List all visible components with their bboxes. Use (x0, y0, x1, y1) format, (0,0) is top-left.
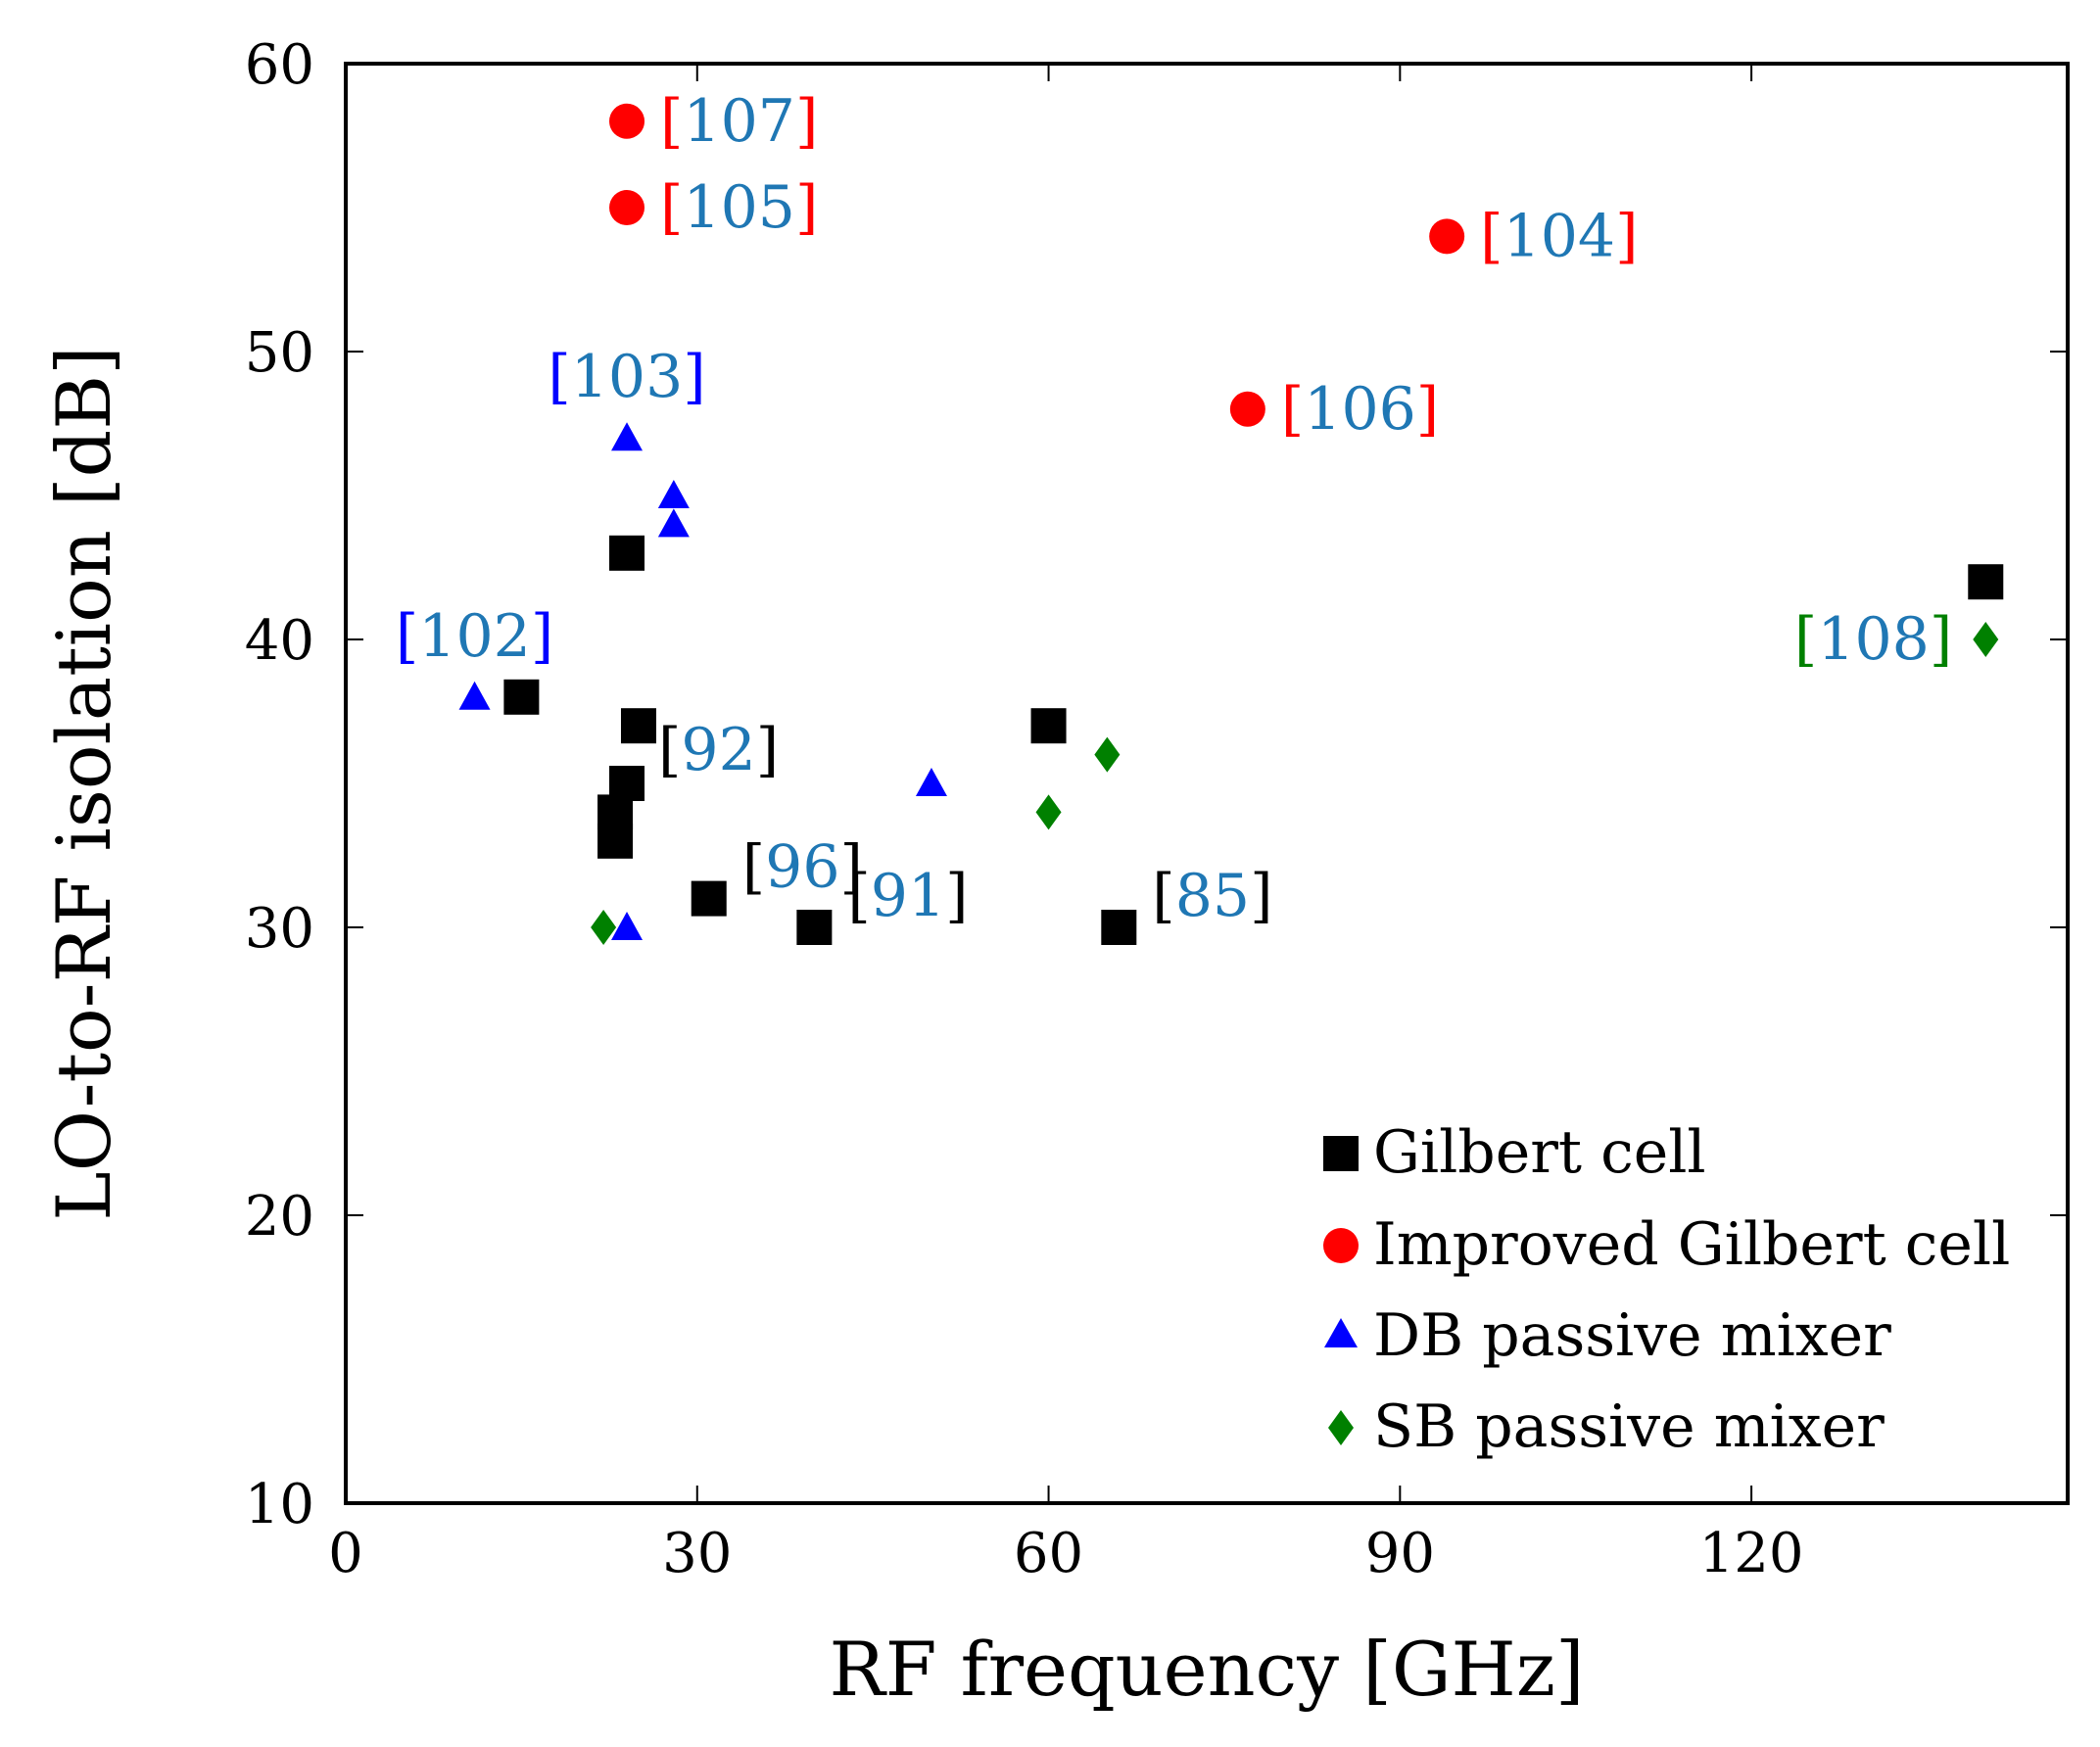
x-tick-label: 120 (1699, 1522, 1804, 1585)
legend-marker-triangle (1324, 1318, 1358, 1347)
gilbert-cell-point (609, 535, 645, 571)
annotation-ref-102: [102] (396, 602, 553, 671)
legend-label-sb: SB passive mixer (1373, 1393, 1885, 1461)
legend-marker-circle (1323, 1228, 1359, 1263)
db-passive-point (611, 912, 644, 940)
legend-item-gilbert: Gilbert cell (1323, 1118, 1706, 1187)
annotation-ref-104: [104] (1480, 202, 1638, 270)
gilbert-cell-point (597, 823, 634, 859)
annotation-ref-107: [107] (660, 87, 818, 156)
legend-item-sb: SB passive mixer (1328, 1393, 1885, 1461)
annotation-ref-105: [105] (660, 173, 818, 242)
y-tick-label: 10 (245, 1473, 314, 1536)
improved-gilbert-point (1229, 391, 1265, 427)
sb-passive-point (1973, 622, 1999, 657)
db-passive-point (458, 681, 491, 710)
gilbert-cell-point (1968, 564, 2004, 600)
db-passive-point (657, 508, 690, 538)
x-tick-label: 0 (328, 1522, 363, 1585)
improved-gilbert-point (609, 103, 645, 139)
db-passive-point (611, 422, 644, 451)
annotations: [107] [105] [104] [106] [103] [102] [92] [96][9… (396, 87, 1952, 930)
legend-label-gilbert: Gilbert cell (1373, 1118, 1706, 1187)
y-axis-title: LO-to-RF isolation [dB] (40, 346, 127, 1221)
sb-passive-point (1035, 794, 1062, 830)
x-tick-label: 60 (1014, 1522, 1083, 1585)
gilbert-cell-point (620, 708, 656, 744)
annotation-ref-106: [106] (1281, 375, 1439, 444)
sb-passive-point (1094, 736, 1121, 773)
annotation-ref-91: [91] (847, 862, 968, 930)
y-tick-label: 50 (245, 321, 314, 385)
gilbert-cell-point (796, 910, 833, 945)
legend-item-improved: Improved Gilbert cell (1323, 1210, 2010, 1279)
x-tick-label: 30 (662, 1522, 732, 1585)
legend-item-db: DB passive mixer (1324, 1301, 1891, 1370)
x-axis-title: RF frequency [GHz] (829, 1626, 1584, 1713)
db-passive-point (915, 768, 947, 796)
gilbert-cell-point (1101, 910, 1137, 945)
improved-gilbert-point (1429, 218, 1465, 255)
legend-label-db: DB passive mixer (1373, 1301, 1891, 1370)
gilbert-cell-point (503, 679, 540, 715)
legend-label-improved: Improved Gilbert cell (1373, 1210, 2010, 1279)
sb-passive-point (591, 910, 617, 945)
y-tick-label: 20 (245, 1185, 314, 1249)
legend-marker-diamond (1328, 1410, 1354, 1445)
tick-labels: 0 30 60 90 120 10 20 30 40 50 60 (245, 33, 1804, 1585)
annotation-ref-96: [96] (742, 833, 863, 902)
y-tick-label: 30 (245, 897, 314, 961)
y-tick-label: 60 (245, 33, 314, 97)
db-passive-point (657, 480, 690, 508)
gilbert-cell-point (691, 880, 727, 917)
data-points (458, 103, 2004, 945)
annotation-ref-103: [103] (548, 343, 705, 411)
annotation-ref-92: [92] (658, 716, 779, 784)
plot-frame (344, 62, 2070, 1505)
legend-marker-square (1323, 1136, 1359, 1171)
tick-marks (345, 63, 2068, 1504)
annotation-ref-108: [108] (1794, 605, 1952, 674)
annotation-ref-85: [85] (1152, 862, 1272, 930)
improved-gilbert-point (609, 190, 645, 225)
y-tick-label: 40 (245, 609, 314, 673)
gilbert-cell-point (1030, 708, 1067, 744)
legend: Gilbert cell Improved Gilbert cell DB pa… (1323, 1118, 2010, 1461)
x-tick-label: 90 (1365, 1522, 1435, 1585)
